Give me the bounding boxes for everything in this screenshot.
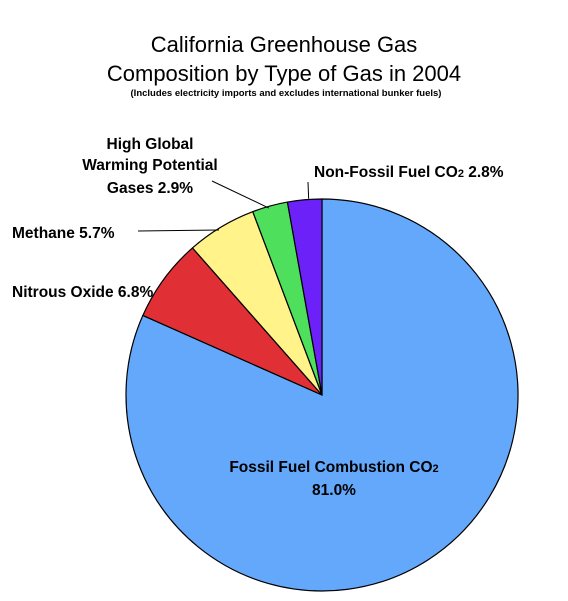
pie-slice-nonfossil	[286, 198, 323, 396]
chart-subtitle: (Includes electricity imports and exclud…	[130, 88, 442, 99]
slice-label-methane: Methane 5.7%	[12, 225, 115, 242]
slice-label-fossil-text: Fossil Fuel Combustion CO	[229, 459, 432, 476]
slice-label-fossil-subscript: 2	[433, 463, 439, 475]
slice-label-nonfossil-suffix: 2.8%	[464, 164, 504, 181]
slice-label-nonfossil-subscript: 2	[458, 168, 464, 180]
slice-label-nonfossil: Non-Fossil Fuel CO2 2.8%	[314, 164, 504, 181]
slice-value-fossil: 81.0%	[312, 482, 356, 499]
chart-title: California Greenhouse Gas Composition by…	[0, 30, 568, 100]
slice-label-fossil: Fossil Fuel Combustion CO2	[229, 459, 438, 476]
leader-line-methane	[137, 229, 219, 232]
leader-line-nonfossil	[307, 181, 310, 199]
slice-label-hgwp-line-2: Warming Potential	[82, 157, 218, 174]
chart-title-line-1: California Greenhouse Gas	[150, 32, 418, 57]
leader-line-hgwp	[211, 180, 270, 209]
slice-label-nonfossil-text: Non-Fossil Fuel CO	[314, 164, 458, 181]
pie-slice-fossil	[125, 198, 519, 592]
chart-title-line-2: Composition by Type of Gas in 2004	[106, 61, 462, 86]
leader-lines	[137, 180, 310, 232]
slice-label-nitrous: Nitrous Oxide 6.8%	[12, 284, 153, 301]
slice-label-hgwp-line-3: Gases 2.9%	[107, 180, 193, 197]
pie-slices	[125, 198, 519, 592]
slice-label-hgwp-line-1: High Global	[107, 136, 194, 153]
